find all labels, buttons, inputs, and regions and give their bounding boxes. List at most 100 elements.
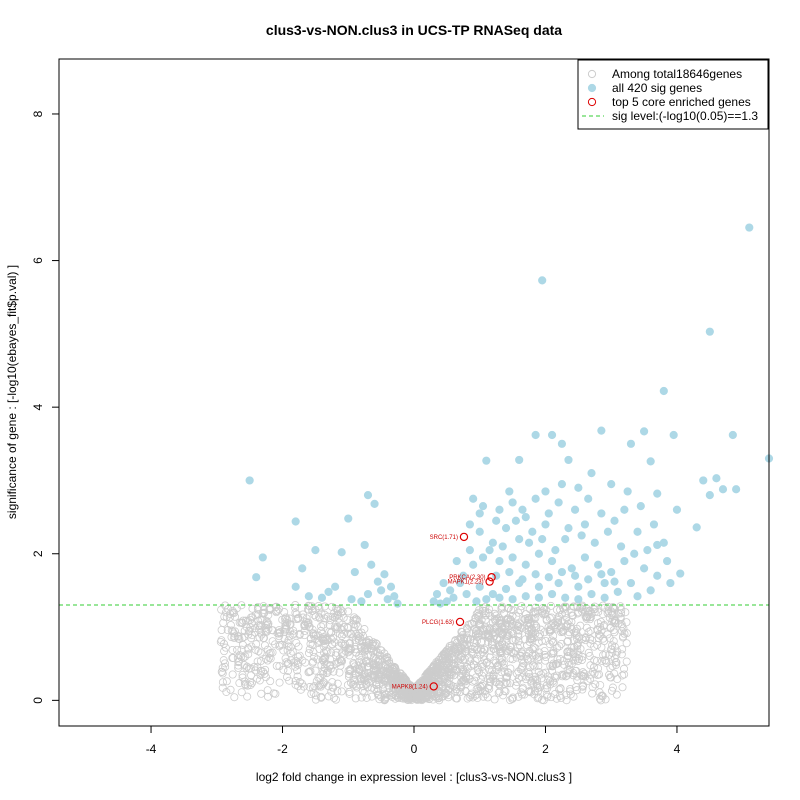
background-point <box>228 645 237 654</box>
background-point <box>291 662 300 671</box>
sig-point <box>570 505 580 514</box>
sig-point <box>501 523 511 533</box>
background-point <box>357 677 366 686</box>
background-point <box>275 678 284 687</box>
background-point <box>559 671 568 680</box>
background-point <box>484 609 493 618</box>
background-point <box>505 622 514 631</box>
background-point <box>541 668 550 677</box>
background-point <box>233 645 242 654</box>
sig-point <box>518 505 527 514</box>
background-point <box>504 668 513 677</box>
background-point <box>444 691 453 700</box>
background-point <box>532 623 541 632</box>
background-point <box>517 649 526 658</box>
sig-point <box>455 578 465 588</box>
background-point <box>433 664 442 673</box>
background-point <box>281 654 290 663</box>
background-point <box>307 690 316 699</box>
background-point <box>486 646 495 655</box>
background-point <box>453 694 462 703</box>
background-point <box>492 611 501 620</box>
background-point <box>345 643 354 652</box>
background-point <box>491 616 500 625</box>
background-point <box>374 685 383 694</box>
background-point <box>250 662 259 671</box>
background-point <box>340 650 349 659</box>
background-point <box>508 619 517 628</box>
sig-point <box>386 582 396 591</box>
sig-point <box>492 516 501 525</box>
background-point <box>459 675 468 684</box>
background-point <box>461 668 470 677</box>
sig-point <box>373 577 382 586</box>
background-point <box>300 627 309 636</box>
background-point <box>573 647 582 656</box>
background-point <box>596 681 605 690</box>
top-gene-point <box>487 573 496 582</box>
sig-point <box>538 276 547 285</box>
background-point <box>307 602 316 611</box>
background-point <box>294 682 303 691</box>
background-point <box>557 639 566 648</box>
background-point <box>485 665 494 674</box>
y-tick-label: 6 <box>31 257 45 264</box>
sig-point <box>626 578 636 588</box>
background-point <box>617 620 626 629</box>
sig-point <box>258 553 267 562</box>
background-point <box>509 636 518 645</box>
background-point <box>451 637 460 646</box>
background-point <box>506 617 515 626</box>
background-point <box>525 673 534 682</box>
background-point <box>275 626 284 635</box>
background-point <box>265 649 274 658</box>
background-point <box>443 671 452 680</box>
sig-point <box>587 589 596 599</box>
background-point <box>309 657 318 666</box>
background-point <box>578 602 587 611</box>
background-point <box>541 636 550 645</box>
background-point <box>331 695 340 704</box>
background-point <box>461 643 470 652</box>
background-point <box>549 637 558 646</box>
background-point <box>599 634 608 643</box>
background-point <box>547 666 556 675</box>
sig-point <box>626 439 636 448</box>
background-point <box>506 696 515 705</box>
background-point <box>563 622 572 631</box>
top-gene-label: MAPK8(1.24) <box>392 684 428 690</box>
background-point <box>310 611 319 620</box>
background-point <box>248 604 257 613</box>
sig-point <box>593 560 603 569</box>
sig-point <box>610 516 619 525</box>
sig-point <box>492 571 501 580</box>
background-point <box>235 635 244 644</box>
background-point <box>452 682 461 691</box>
background-point <box>569 692 578 701</box>
background-point <box>611 657 620 666</box>
background-point <box>577 671 586 680</box>
background-point <box>265 604 274 613</box>
sig-point <box>511 516 520 525</box>
sig-point <box>633 592 642 601</box>
sig-point <box>692 523 701 532</box>
background-point <box>582 623 591 632</box>
background-point <box>547 621 556 630</box>
background-point <box>317 693 326 702</box>
background-point <box>386 662 395 671</box>
background-point <box>291 608 300 617</box>
y-tick-label: 4 <box>31 404 45 411</box>
sig-point <box>488 589 497 599</box>
background-point <box>357 693 366 702</box>
sig-point <box>518 575 527 584</box>
background-point <box>608 683 617 692</box>
background-point <box>478 630 487 639</box>
sig-point <box>377 586 386 595</box>
background-point <box>563 637 572 646</box>
background-point <box>590 656 599 665</box>
background-point <box>396 690 405 699</box>
background-point <box>489 628 498 637</box>
background-point <box>494 642 503 651</box>
background-point <box>497 624 506 633</box>
sig-point <box>459 571 468 580</box>
